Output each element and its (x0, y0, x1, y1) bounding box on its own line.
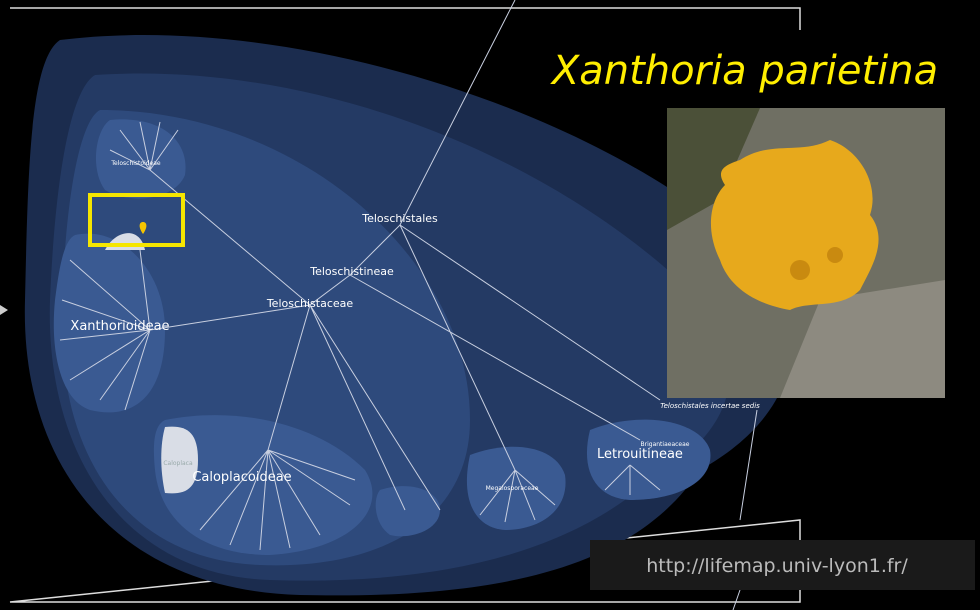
species-title: Xanthoria parietina (550, 48, 938, 94)
caloplaca-fan (161, 426, 198, 494)
node-label: Xanthorioideae (70, 319, 169, 334)
branch (59, 249, 151, 411)
node-label: Letrouitineae (597, 447, 683, 462)
node-label: Teloschistales incertae sedis (660, 402, 760, 410)
node-label: Megalosporaceae (486, 485, 539, 492)
tree-map (24, 35, 792, 596)
photo-apothecium (790, 260, 810, 280)
highlight-box (88, 193, 185, 247)
node-label: Caloplacoideae (192, 470, 291, 485)
clade-letrouitineae (586, 419, 711, 500)
node-label: Teloschistales (361, 212, 438, 225)
clade-small (375, 486, 440, 537)
node-label: Teloschistoideae (110, 160, 161, 167)
location-pin (139, 222, 147, 234)
url-box (590, 540, 975, 590)
branches (59, 0, 758, 610)
lichen-photo (667, 108, 945, 398)
branch (479, 464, 661, 523)
photo-lichen (710, 140, 879, 310)
clade-megalosporaceae (466, 446, 566, 530)
node-label: Brigantiaeaceae (641, 441, 690, 448)
photo-bark (667, 108, 760, 230)
clade-teloschistoideae (95, 119, 186, 199)
node-label: Caloplaca (163, 460, 193, 467)
url-text[interactable]: http://lifemap.univ-lyon1.fr/ (646, 555, 908, 577)
branch (199, 449, 356, 551)
arrow-left (0, 305, 8, 315)
clade-xanthorioideae (53, 233, 165, 413)
branch (149, 169, 758, 610)
node-label: Teloschistineae (309, 265, 394, 278)
node-labels: Teloschistales Teloschistineae Teloschis… (70, 160, 760, 492)
branch (109, 121, 179, 171)
node-label: Teloschistaceae (266, 297, 354, 310)
photo-bark (780, 280, 945, 398)
photo-apothecium (827, 247, 843, 263)
